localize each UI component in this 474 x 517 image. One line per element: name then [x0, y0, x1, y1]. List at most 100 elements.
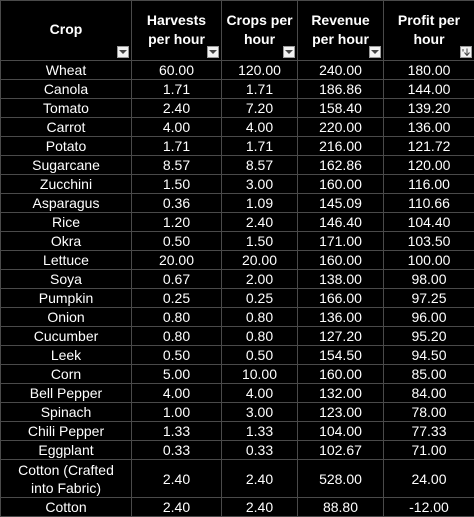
cell-crops-per-hour[interactable]: 1.09	[222, 194, 298, 213]
cell-crops-per-hour[interactable]: 0.50	[222, 346, 298, 365]
cell-revenue-per-hour[interactable]: 171.00	[298, 232, 384, 251]
cell-revenue-per-hour[interactable]: 102.67	[298, 441, 384, 460]
cell-profit-per-hour[interactable]: 24.00	[384, 460, 474, 498]
cell-revenue-per-hour[interactable]: 123.00	[298, 403, 384, 422]
cell-crops-per-hour[interactable]: 20.00	[222, 251, 298, 270]
cell-crops-per-hour[interactable]: 1.50	[222, 232, 298, 251]
cell-revenue-per-hour[interactable]: 145.09	[298, 194, 384, 213]
cell-revenue-per-hour[interactable]: 528.00	[298, 460, 384, 498]
cell-crop[interactable]: Zucchini	[1, 175, 132, 194]
cell-crop[interactable]: Corn	[1, 365, 132, 384]
cell-harvests-per-hour[interactable]: 60.00	[132, 61, 222, 80]
cell-harvests-per-hour[interactable]: 2.40	[132, 498, 222, 517]
cell-crops-per-hour[interactable]: 0.80	[222, 308, 298, 327]
cell-profit-per-hour[interactable]: 84.00	[384, 384, 474, 403]
cell-harvests-per-hour[interactable]: 1.71	[132, 137, 222, 156]
filter-dropdown-crop[interactable]	[117, 46, 129, 58]
cell-profit-per-hour[interactable]: 96.00	[384, 308, 474, 327]
cell-harvests-per-hour[interactable]: 0.33	[132, 441, 222, 460]
cell-profit-per-hour[interactable]: 110.66	[384, 194, 474, 213]
cell-crop[interactable]: Onion	[1, 308, 132, 327]
cell-profit-per-hour[interactable]: 77.33	[384, 422, 474, 441]
cell-profit-per-hour[interactable]: 104.40	[384, 213, 474, 232]
cell-harvests-per-hour[interactable]: 1.50	[132, 175, 222, 194]
cell-harvests-per-hour[interactable]: 0.50	[132, 232, 222, 251]
cell-crops-per-hour[interactable]: 2.40	[222, 498, 298, 517]
cell-crop[interactable]: Bell Pepper	[1, 384, 132, 403]
cell-crops-per-hour[interactable]: 7.20	[222, 99, 298, 118]
cell-profit-per-hour[interactable]: 97.25	[384, 289, 474, 308]
cell-revenue-per-hour[interactable]: 132.00	[298, 384, 384, 403]
cell-crop[interactable]: Eggplant	[1, 441, 132, 460]
cell-crop[interactable]: Cucumber	[1, 327, 132, 346]
cell-profit-per-hour[interactable]: 144.00	[384, 80, 474, 99]
cell-crops-per-hour[interactable]: 1.33	[222, 422, 298, 441]
cell-profit-per-hour[interactable]: 121.72	[384, 137, 474, 156]
cell-revenue-per-hour[interactable]: 166.00	[298, 289, 384, 308]
cell-profit-per-hour[interactable]: 180.00	[384, 61, 474, 80]
cell-crops-per-hour[interactable]: 3.00	[222, 403, 298, 422]
cell-profit-per-hour[interactable]: 94.50	[384, 346, 474, 365]
cell-crops-per-hour[interactable]: 2.40	[222, 213, 298, 232]
filter-dropdown-harvests[interactable]	[207, 46, 219, 58]
cell-revenue-per-hour[interactable]: 160.00	[298, 365, 384, 384]
cell-harvests-per-hour[interactable]: 4.00	[132, 384, 222, 403]
cell-crops-per-hour[interactable]: 1.71	[222, 137, 298, 156]
cell-harvests-per-hour[interactable]: 1.33	[132, 422, 222, 441]
cell-profit-per-hour[interactable]: 120.00	[384, 156, 474, 175]
cell-revenue-per-hour[interactable]: 154.50	[298, 346, 384, 365]
cell-revenue-per-hour[interactable]: 162.86	[298, 156, 384, 175]
cell-harvests-per-hour[interactable]: 0.80	[132, 327, 222, 346]
cell-crops-per-hour[interactable]: 1.71	[222, 80, 298, 99]
cell-harvests-per-hour[interactable]: 2.40	[132, 460, 222, 498]
cell-harvests-per-hour[interactable]: 2.40	[132, 99, 222, 118]
filter-dropdown-crops[interactable]	[283, 46, 295, 58]
cell-crop[interactable]: Sugarcane	[1, 156, 132, 175]
cell-harvests-per-hour[interactable]: 0.80	[132, 308, 222, 327]
cell-revenue-per-hour[interactable]: 240.00	[298, 61, 384, 80]
cell-revenue-per-hour[interactable]: 127.20	[298, 327, 384, 346]
cell-revenue-per-hour[interactable]: 186.86	[298, 80, 384, 99]
cell-harvests-per-hour[interactable]: 1.71	[132, 80, 222, 99]
cell-crop[interactable]: Pumpkin	[1, 289, 132, 308]
cell-crop[interactable]: Chili Pepper	[1, 422, 132, 441]
cell-crop[interactable]: Cotton (Crafted into Fabric)	[1, 460, 132, 498]
cell-profit-per-hour[interactable]: 136.00	[384, 118, 474, 137]
cell-revenue-per-hour[interactable]: 136.00	[298, 308, 384, 327]
cell-revenue-per-hour[interactable]: 216.00	[298, 137, 384, 156]
cell-crops-per-hour[interactable]: 3.00	[222, 175, 298, 194]
cell-harvests-per-hour[interactable]: 8.57	[132, 156, 222, 175]
cell-harvests-per-hour[interactable]: 0.36	[132, 194, 222, 213]
cell-crop[interactable]: Soya	[1, 270, 132, 289]
cell-crop[interactable]: Spinach	[1, 403, 132, 422]
cell-crop[interactable]: Cotton	[1, 498, 132, 517]
cell-crop[interactable]: Asparagus	[1, 194, 132, 213]
cell-crop[interactable]: Leek	[1, 346, 132, 365]
cell-crop[interactable]: Okra	[1, 232, 132, 251]
cell-crops-per-hour[interactable]: 4.00	[222, 118, 298, 137]
cell-harvests-per-hour[interactable]: 0.25	[132, 289, 222, 308]
cell-harvests-per-hour[interactable]: 1.20	[132, 213, 222, 232]
cell-harvests-per-hour[interactable]: 0.67	[132, 270, 222, 289]
cell-revenue-per-hour[interactable]: 146.40	[298, 213, 384, 232]
cell-crop[interactable]: Lettuce	[1, 251, 132, 270]
cell-profit-per-hour[interactable]: 78.00	[384, 403, 474, 422]
filter-dropdown-profit[interactable]	[460, 46, 472, 58]
cell-crop[interactable]: Potato	[1, 137, 132, 156]
cell-crops-per-hour[interactable]: 120.00	[222, 61, 298, 80]
cell-harvests-per-hour[interactable]: 20.00	[132, 251, 222, 270]
cell-crops-per-hour[interactable]: 2.00	[222, 270, 298, 289]
cell-crops-per-hour[interactable]: 0.80	[222, 327, 298, 346]
cell-harvests-per-hour[interactable]: 4.00	[132, 118, 222, 137]
cell-profit-per-hour[interactable]: 103.50	[384, 232, 474, 251]
cell-crops-per-hour[interactable]: 10.00	[222, 365, 298, 384]
cell-crops-per-hour[interactable]: 8.57	[222, 156, 298, 175]
cell-profit-per-hour[interactable]: 98.00	[384, 270, 474, 289]
cell-crop[interactable]: Tomato	[1, 99, 132, 118]
cell-crop[interactable]: Wheat	[1, 61, 132, 80]
cell-revenue-per-hour[interactable]: 158.40	[298, 99, 384, 118]
cell-harvests-per-hour[interactable]: 5.00	[132, 365, 222, 384]
cell-revenue-per-hour[interactable]: 88.80	[298, 498, 384, 517]
cell-crops-per-hour[interactable]: 2.40	[222, 460, 298, 498]
cell-revenue-per-hour[interactable]: 160.00	[298, 175, 384, 194]
